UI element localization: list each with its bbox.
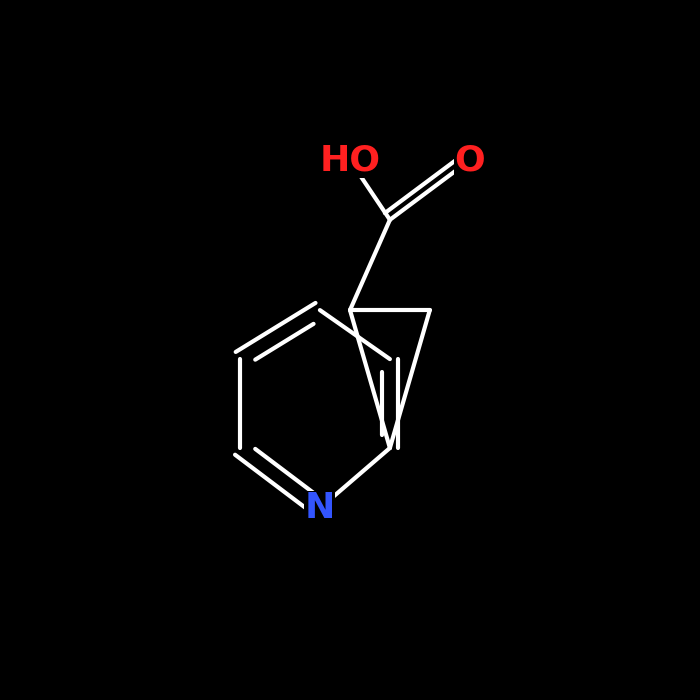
Text: O: O <box>454 144 485 177</box>
Text: HO: HO <box>319 144 381 177</box>
Text: N: N <box>304 491 335 525</box>
